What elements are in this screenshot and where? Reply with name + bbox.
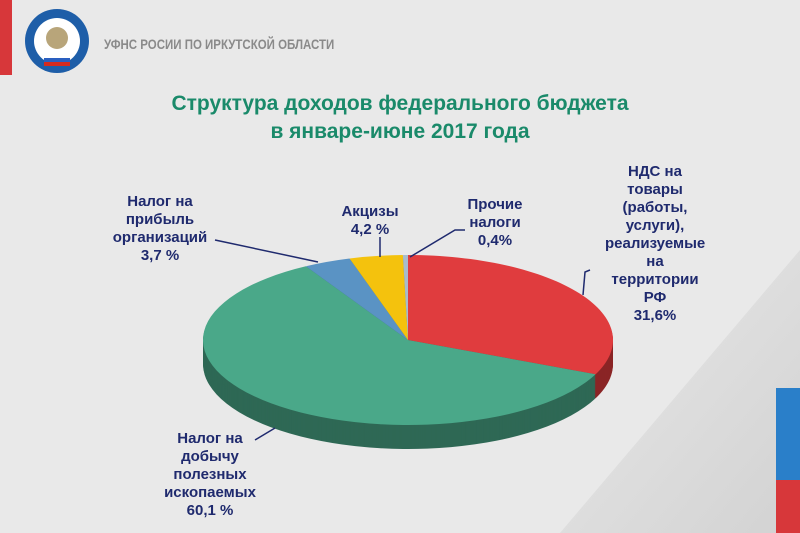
decor-red-bar-bottom (776, 480, 800, 533)
name-mining: Налог на добычу полезных ископаемых (164, 430, 256, 501)
org-name: УФНС РОСИИ ПО ИРКУТСКОЙ ОБЛАСТИ (104, 36, 335, 52)
label-vat: НДС на товары (работы, услуги), реализуе… (585, 163, 725, 325)
pie-slice-0 (408, 255, 613, 375)
label-mining: Налог на добычу полезных ископаемых 60,1 … (150, 430, 270, 520)
pie-slice-2 (305, 258, 408, 340)
pie-slice-4 (402, 255, 408, 340)
label-excise: Акцизы 4,2 % (330, 203, 410, 239)
name-excise: Акцизы (341, 203, 399, 220)
value-excise: 4,2 % (350, 221, 390, 238)
title-line-1: Структура доходов федерального бюджета (171, 92, 629, 115)
value-other: 0,4% (477, 232, 513, 249)
value-profit-tax: 3,7 % (140, 247, 180, 264)
leader-line-other (409, 229, 465, 258)
chart-title: Структура доходов федерального бюджета в… (0, 90, 800, 146)
pie-slice-1 (203, 266, 596, 426)
leader-line-profit (214, 239, 319, 263)
decor-triangle (560, 250, 800, 533)
value-vat: 31,6% (633, 307, 677, 324)
decor-red-bar (0, 0, 12, 75)
decor-blue-bar (776, 388, 800, 480)
label-profit-tax: Налог на прибыль организаций 3,7 % (105, 193, 215, 265)
name-other: Прочие налоги (467, 196, 523, 231)
leader-line-vat (582, 269, 591, 296)
fns-logo (25, 9, 89, 73)
title-line-2: в январе-июне 2017 года (270, 120, 530, 143)
name-vat: НДС на товары (работы, услуги), реализуе… (605, 163, 706, 306)
leader-line-mining (254, 427, 276, 441)
value-mining: 60,1 % (186, 502, 234, 519)
label-other: Прочие налоги 0,4% (455, 196, 535, 250)
pie-slice-3 (349, 255, 408, 340)
